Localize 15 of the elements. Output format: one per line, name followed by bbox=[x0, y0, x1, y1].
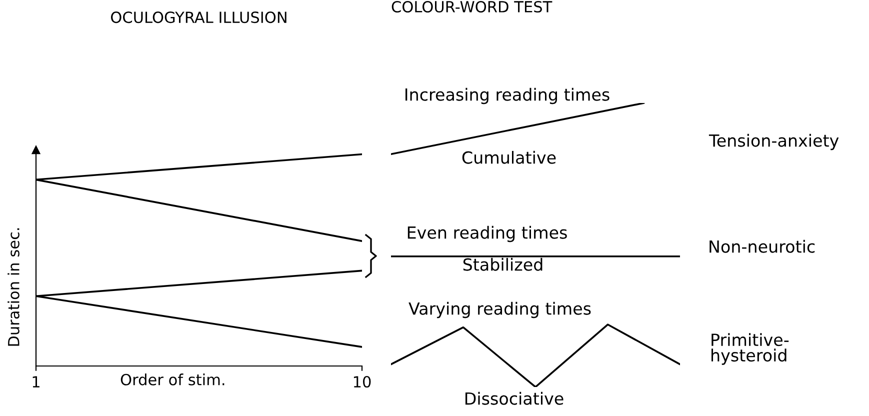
x-axis-title: Order of stim. bbox=[120, 374, 224, 386]
annotation: Cumulative bbox=[462, 150, 556, 164]
text: Primitive- hysteroid bbox=[712, 333, 789, 365]
series-label: Varying reading times bbox=[408, 302, 591, 318]
x-tick-label: 10 bbox=[354, 376, 371, 388]
x-tick-label: 1 bbox=[32, 376, 40, 388]
text: Non-neurotic bbox=[710, 240, 815, 253]
series-label: Increasing reading times bbox=[406, 88, 610, 104]
chart-title: COLOUR-WORD TEST bbox=[392, 0, 552, 13]
y-axis-title: Duration in sec. bbox=[8, 228, 20, 346]
annotation: Stabilized bbox=[463, 258, 542, 271]
series-label: Even reading times bbox=[408, 226, 567, 242]
text: Dissociative bbox=[465, 392, 564, 405]
chart-title: OCULOGYRAL ILLUSION bbox=[111, 12, 286, 24]
text: Tension-anxiety bbox=[708, 134, 839, 150]
